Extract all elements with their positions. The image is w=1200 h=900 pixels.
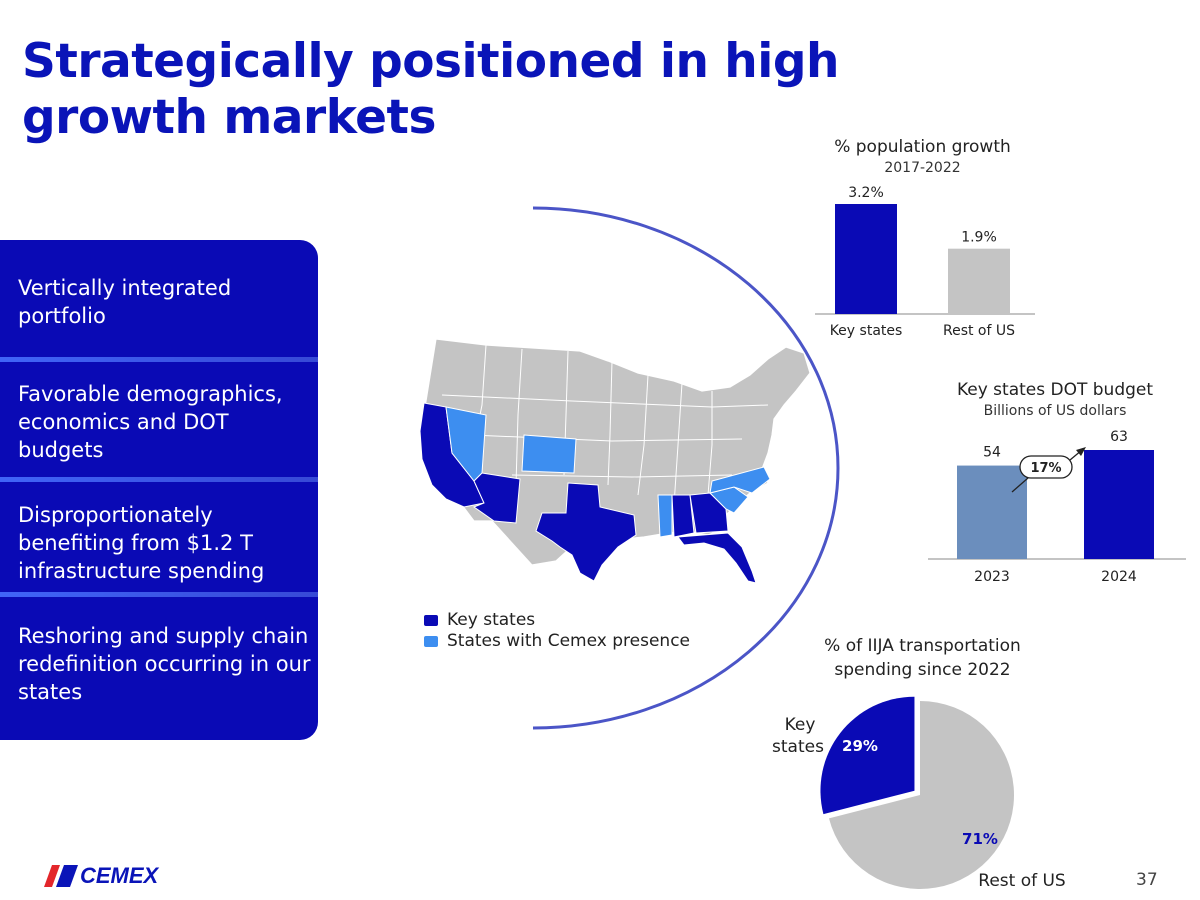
state-florida [677, 532, 757, 584]
category-label: 2024 [1101, 569, 1137, 585]
bar [1084, 450, 1154, 559]
highlight-item: Favorable demographics, economics and DO… [18, 382, 283, 462]
panel-divider [0, 477, 318, 482]
highlight-item: Reshoring and supply chain redefinition … [18, 624, 311, 704]
state-colorado [521, 434, 577, 474]
chart-title: % of IIJA transportation spending since … [824, 636, 1021, 680]
state-georgia [689, 492, 729, 534]
dot-budget-chart: 54 2023 63 2024 17% [928, 429, 1186, 585]
highlights-panel: Vertically integrated portfolio Favorabl… [0, 240, 318, 740]
legend-key-states: Key states [424, 610, 535, 630]
legend-cemex-presence: States with Cemex presence [424, 631, 690, 651]
pie-value-label: 29% [842, 737, 878, 755]
pie-slice [828, 701, 1014, 889]
chart-subtitle: 2017-2022 [884, 160, 961, 176]
bar-value-label: 3.2% [848, 185, 884, 201]
growth-pill [1019, 455, 1073, 479]
legend-label: Key states [447, 610, 536, 630]
population-growth-chart: 3.2% Key states 1.9% Rest of US [815, 185, 1035, 339]
chart-title: % population growth [834, 137, 1011, 157]
pie-category-label: Rest of US [978, 871, 1065, 891]
growth-arrow-line [1011, 477, 1029, 493]
panel-divider [0, 592, 318, 597]
logo-text: CEMEX [80, 863, 159, 888]
panel-divider [0, 357, 318, 362]
chart-title: Key states DOT budget [956, 380, 1154, 400]
legend-swatch [424, 635, 438, 647]
us-map [419, 338, 811, 584]
state-arizona [472, 472, 521, 524]
highlight-item: Vertically integrated portfolio [18, 276, 232, 328]
pie-value-label: 71% [962, 830, 998, 848]
category-label: Key states [830, 323, 903, 339]
bar-value-label: 1.9% [961, 230, 997, 246]
pie-category-label: states [772, 737, 824, 757]
pie-category-label: Key [785, 715, 816, 735]
growth-annotation: 17% [1030, 461, 1061, 476]
bar-value-label: 54 [983, 445, 1001, 461]
state-north-carolina [709, 466, 771, 494]
pie-slice [820, 696, 915, 815]
category-label: 2023 [974, 569, 1010, 585]
bar [835, 204, 897, 314]
state-mississippi [657, 494, 673, 538]
bar [948, 248, 1010, 314]
cemex-logo: CEMEX [44, 863, 159, 888]
page-number: 37 [1136, 870, 1158, 890]
state-texas [535, 482, 637, 582]
growth-arrowhead [1076, 447, 1086, 456]
cemex-logo-icon [44, 865, 78, 887]
chart-subtitle: Billions of US dollars [983, 403, 1127, 419]
page-title: Strategically positioned in high growth … [22, 34, 839, 145]
bar [957, 465, 1027, 559]
category-label: Rest of US [943, 323, 1015, 339]
highlight-item: Disproportionately benefiting from $1.2 … [18, 503, 265, 583]
state-alabama [671, 494, 695, 538]
legend-swatch [424, 614, 438, 626]
bar-value-label: 63 [1110, 429, 1128, 445]
legend-label: States with Cemex presence [447, 631, 691, 651]
